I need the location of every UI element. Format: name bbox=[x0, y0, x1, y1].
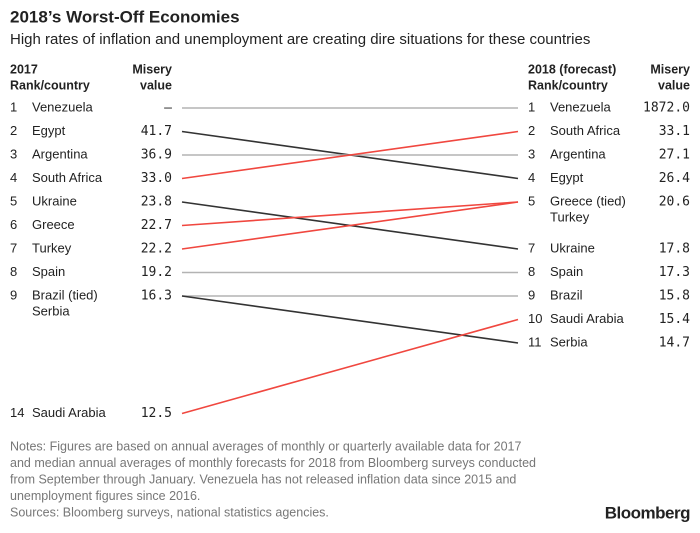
column-header: 2018 (forecast) bbox=[528, 62, 616, 76]
rank: 6 bbox=[10, 217, 17, 232]
note: and median annual averages of monthly fo… bbox=[10, 456, 536, 470]
slope-line bbox=[181, 295, 519, 344]
rank: 2 bbox=[528, 123, 535, 138]
rank: 7 bbox=[528, 240, 535, 255]
slope-line bbox=[181, 130, 519, 180]
note: from September through January. Venezuel… bbox=[10, 472, 516, 486]
misery-value: 15.4 bbox=[659, 312, 690, 327]
note: unemployment figures since 2016. bbox=[10, 489, 200, 503]
rank: 4 bbox=[10, 170, 17, 185]
rank: 11 bbox=[528, 334, 542, 349]
column-header: value bbox=[658, 78, 690, 92]
country: South Africa bbox=[32, 170, 103, 185]
misery-value: 15.8 bbox=[659, 289, 690, 304]
misery-value: 26.4 bbox=[659, 171, 690, 186]
misery-value: 20.6 bbox=[659, 195, 690, 210]
misery-value: 22.7 bbox=[141, 218, 172, 233]
rank: 10 bbox=[528, 311, 542, 326]
misery-value: 22.2 bbox=[141, 242, 172, 257]
country: Venezuela bbox=[550, 99, 611, 114]
rank: 7 bbox=[10, 240, 17, 255]
misery-value: 16.3 bbox=[141, 289, 172, 304]
rank: 1 bbox=[10, 99, 17, 114]
country: Saudi Arabia bbox=[550, 311, 624, 326]
country: Brazil bbox=[550, 287, 583, 302]
rank: 8 bbox=[10, 264, 17, 279]
country: Serbia bbox=[32, 303, 70, 318]
column-header: value bbox=[140, 78, 172, 92]
country: South Africa bbox=[550, 123, 621, 138]
country: Egypt bbox=[32, 123, 66, 138]
rank: 14 bbox=[10, 405, 24, 420]
misery-value: 1872.0 bbox=[643, 101, 690, 116]
column-header: 2017 bbox=[10, 62, 38, 76]
rank: 8 bbox=[528, 264, 535, 279]
column-header: Misery bbox=[650, 62, 690, 76]
column-header: Rank/country bbox=[528, 78, 608, 92]
note: Notes: Figures are based on annual avera… bbox=[10, 439, 521, 453]
misery-value: 17.8 bbox=[659, 242, 690, 257]
country: Saudi Arabia bbox=[32, 405, 106, 420]
misery-value: 12.5 bbox=[141, 406, 172, 421]
misery-value: 14.7 bbox=[659, 336, 690, 351]
slope-line bbox=[181, 201, 519, 227]
misery-value: 33.1 bbox=[659, 124, 690, 139]
misery-value: 23.8 bbox=[141, 195, 172, 210]
misery-value: 27.1 bbox=[659, 148, 690, 163]
column-header: Misery bbox=[132, 62, 172, 76]
rank: 4 bbox=[528, 170, 535, 185]
country: Ukraine bbox=[550, 240, 595, 255]
slope-line bbox=[181, 318, 519, 415]
misery-value: – bbox=[164, 101, 172, 116]
note: Sources: Bloomberg surveys, national sta… bbox=[10, 505, 329, 519]
rank: 9 bbox=[10, 287, 17, 302]
country: Turkey bbox=[550, 209, 590, 224]
country: Spain bbox=[550, 264, 583, 279]
country: Brazil (tied) bbox=[32, 287, 98, 302]
country: Ukraine bbox=[32, 193, 77, 208]
country: Serbia bbox=[550, 334, 588, 349]
misery-value: 36.9 bbox=[141, 148, 172, 163]
misery-value: 19.2 bbox=[141, 265, 172, 280]
column-header: Rank/country bbox=[10, 78, 90, 92]
country: Greece (tied) bbox=[550, 193, 626, 208]
country: Turkey bbox=[32, 240, 72, 255]
country: Egypt bbox=[550, 170, 584, 185]
rank: 9 bbox=[528, 287, 535, 302]
chart-title: 2018’s Worst-Off Economies bbox=[10, 7, 240, 26]
rank: 5 bbox=[528, 193, 535, 208]
logo: Bloomberg bbox=[605, 503, 690, 522]
country: Greece bbox=[32, 217, 75, 232]
country: Spain bbox=[32, 264, 65, 279]
misery-value: 17.3 bbox=[659, 265, 690, 280]
rank: 3 bbox=[528, 146, 535, 161]
rank: 5 bbox=[10, 193, 17, 208]
country: Argentina bbox=[550, 146, 606, 161]
rank: 3 bbox=[10, 146, 17, 161]
rank: 1 bbox=[528, 99, 535, 114]
misery-value: 41.7 bbox=[141, 124, 172, 139]
country: Venezuela bbox=[32, 99, 93, 114]
misery-value: 33.0 bbox=[141, 171, 172, 186]
slope-line bbox=[181, 201, 519, 250]
country: Argentina bbox=[32, 146, 88, 161]
rank: 2 bbox=[10, 123, 17, 138]
chart-subtitle: High rates of inflation and unemployment… bbox=[10, 31, 590, 48]
